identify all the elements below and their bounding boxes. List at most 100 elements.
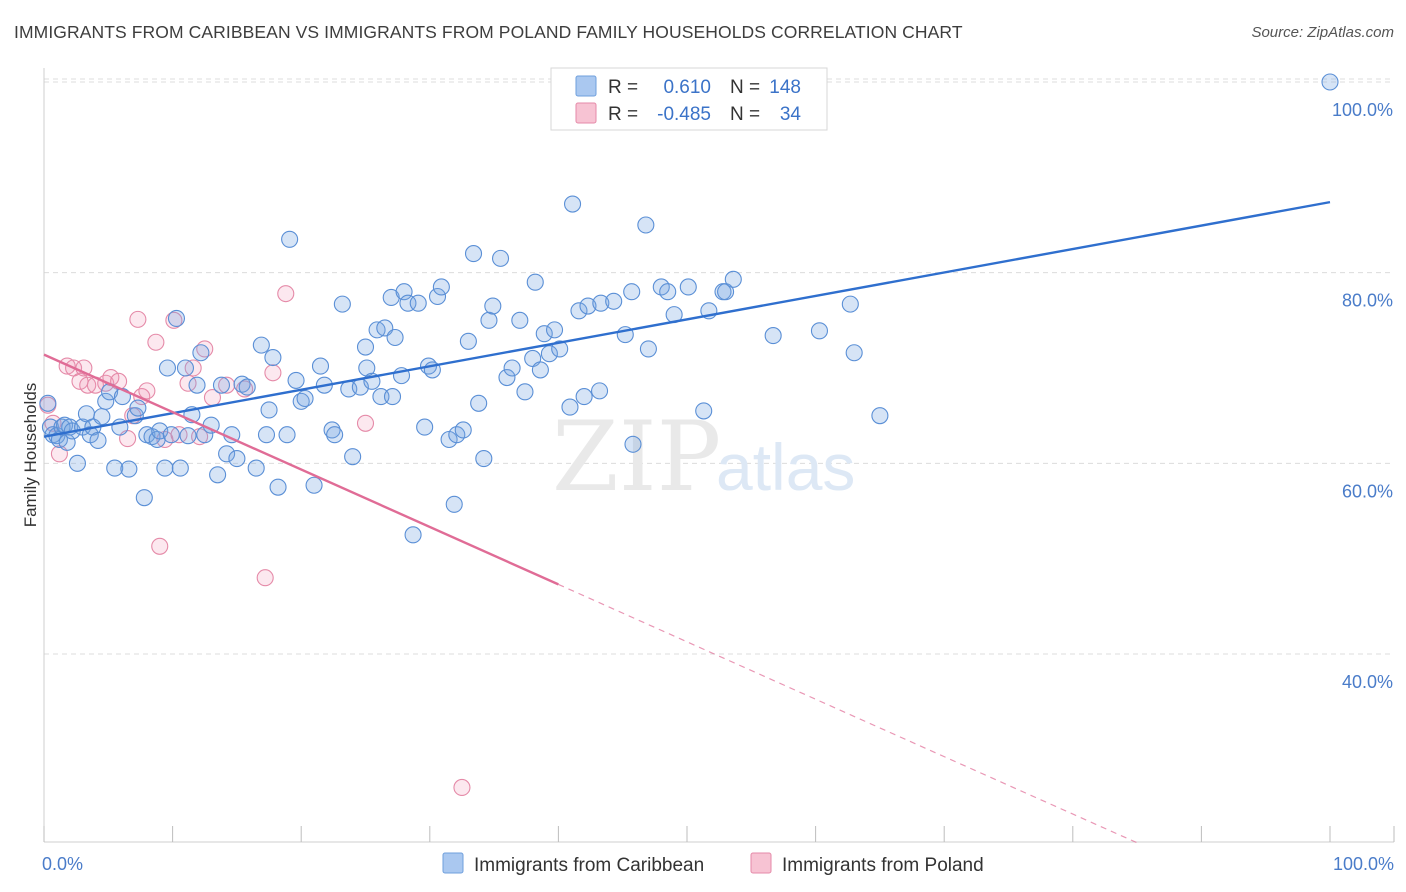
- poland-point: [138, 382, 156, 400]
- caribbean-point: [167, 309, 186, 327]
- caribbean-point: [171, 459, 189, 477]
- caribbean-point: [724, 270, 742, 288]
- caribbean-point: [464, 245, 483, 263]
- caribbean-point: [475, 450, 493, 468]
- caribbean-point: [570, 302, 588, 320]
- caribbean-point: [679, 278, 697, 296]
- legend-n-value-poland: 34: [780, 104, 802, 125]
- caribbean-point: [228, 450, 246, 468]
- caribbean-point: [358, 359, 376, 377]
- caribbean-point: [296, 389, 314, 408]
- caribbean-point: [695, 402, 713, 420]
- caribbean-point: [409, 294, 427, 312]
- caribbean-point: [129, 399, 147, 417]
- caribbean-point: [605, 292, 623, 310]
- legend-n-label-caribbean: N =: [730, 77, 760, 98]
- caribbean-point: [287, 371, 305, 389]
- caribbean-point: [639, 340, 657, 358]
- x-tick-label-min: 0.0%: [42, 854, 83, 874]
- chart-title: IMMIGRANTS FROM CARIBBEAN VS IMMIGRANTS …: [14, 22, 963, 42]
- caribbean-point: [535, 325, 553, 343]
- watermark-atlas: atlas: [716, 430, 855, 504]
- caribbean-point: [305, 476, 323, 494]
- caribbean-point: [212, 376, 231, 394]
- caribbean-point: [551, 340, 569, 358]
- caribbean-point: [445, 495, 463, 513]
- caribbean-point: [278, 426, 296, 444]
- y-tick-label-40: 40.0%: [1342, 672, 1393, 692]
- caribbean-point: [531, 361, 549, 379]
- caribbean-point: [416, 418, 434, 436]
- legend-r-value-caribbean: 0.610: [663, 77, 711, 98]
- caribbean-point: [333, 295, 351, 313]
- caribbean-point: [372, 388, 390, 406]
- axes: [43, 68, 1394, 843]
- caribbean-point: [264, 348, 282, 367]
- caribbean-point: [192, 344, 210, 362]
- caribbean-point: [428, 287, 447, 306]
- caribbean-point: [484, 297, 502, 315]
- y-tick-label-100: 100.0%: [1332, 100, 1393, 120]
- caribbean-point: [89, 431, 107, 450]
- caribbean-point: [845, 344, 863, 362]
- caribbean-point: [526, 273, 544, 291]
- bottom-legend: Immigrants from Caribbean Immigrants fro…: [442, 852, 984, 876]
- caribbean-point: [260, 401, 278, 419]
- caribbean-point: [503, 359, 521, 377]
- caribbean-point: [432, 278, 450, 296]
- legend-box: [550, 67, 828, 131]
- legend-r-label-caribbean: R =: [608, 77, 638, 98]
- y-tick-labels: 40.0% 60.0% 80.0% 100.0%: [1332, 100, 1393, 692]
- caribbean-point: [39, 394, 57, 412]
- watermark-zip: ZIP: [552, 401, 721, 513]
- x-ticks: [43, 826, 1395, 842]
- caribbean-point: [233, 375, 251, 393]
- caribbean-point: [575, 388, 593, 406]
- caribbean-point: [176, 359, 195, 377]
- caribbean-point: [871, 407, 889, 425]
- caribbean-point: [540, 345, 558, 363]
- caribbean-point: [218, 445, 236, 463]
- legend-r-label-poland: R =: [608, 104, 638, 125]
- poland-point: [453, 778, 471, 797]
- caribbean-point: [545, 321, 564, 339]
- caribbean-point: [135, 489, 153, 507]
- caribbean-point: [238, 378, 256, 396]
- caribbean-point: [247, 459, 265, 477]
- caribbean-point: [97, 392, 115, 410]
- poland-point: [129, 310, 147, 328]
- poland-point: [165, 311, 183, 329]
- caribbean-point: [93, 408, 111, 426]
- gridlines: [44, 78, 1394, 655]
- caribbean-point: [624, 435, 642, 453]
- legend-n-label-poland: N =: [730, 104, 760, 125]
- caribbean-trendline: [43, 200, 1331, 438]
- legend-n-value-caribbean: 148: [769, 77, 801, 98]
- caribbean-point: [156, 459, 174, 477]
- caribbean-point: [459, 332, 477, 350]
- caribbean-point: [498, 368, 516, 387]
- source-label: Source: ZipAtlas.com: [1251, 24, 1394, 41]
- caribbean-point: [257, 426, 276, 444]
- caribbean-point: [326, 426, 344, 444]
- caribbean-point: [399, 294, 417, 312]
- caribbean-point: [637, 216, 655, 234]
- legend-r-value-poland: -0.485: [657, 104, 711, 125]
- caribbean-point: [404, 526, 422, 544]
- caribbean-point: [356, 338, 375, 356]
- caribbean-point: [591, 382, 609, 400]
- caribbean-point: [188, 376, 206, 394]
- poland-point: [151, 537, 169, 555]
- caribbean-point: [68, 454, 86, 472]
- poland-points: [39, 285, 471, 797]
- y-axis-title: Family Households: [21, 383, 40, 528]
- caribbean-point: [386, 328, 404, 347]
- caribbean-point: [179, 427, 197, 445]
- caribbean-point: [717, 283, 735, 301]
- poland-point: [356, 414, 375, 432]
- y-tick-label-80: 80.0%: [1342, 291, 1393, 311]
- caribbean-point: [120, 460, 138, 478]
- legend: R = 0.610 N = 148 R = -0.485 N = 34: [550, 67, 828, 131]
- caribbean-point: [269, 478, 287, 496]
